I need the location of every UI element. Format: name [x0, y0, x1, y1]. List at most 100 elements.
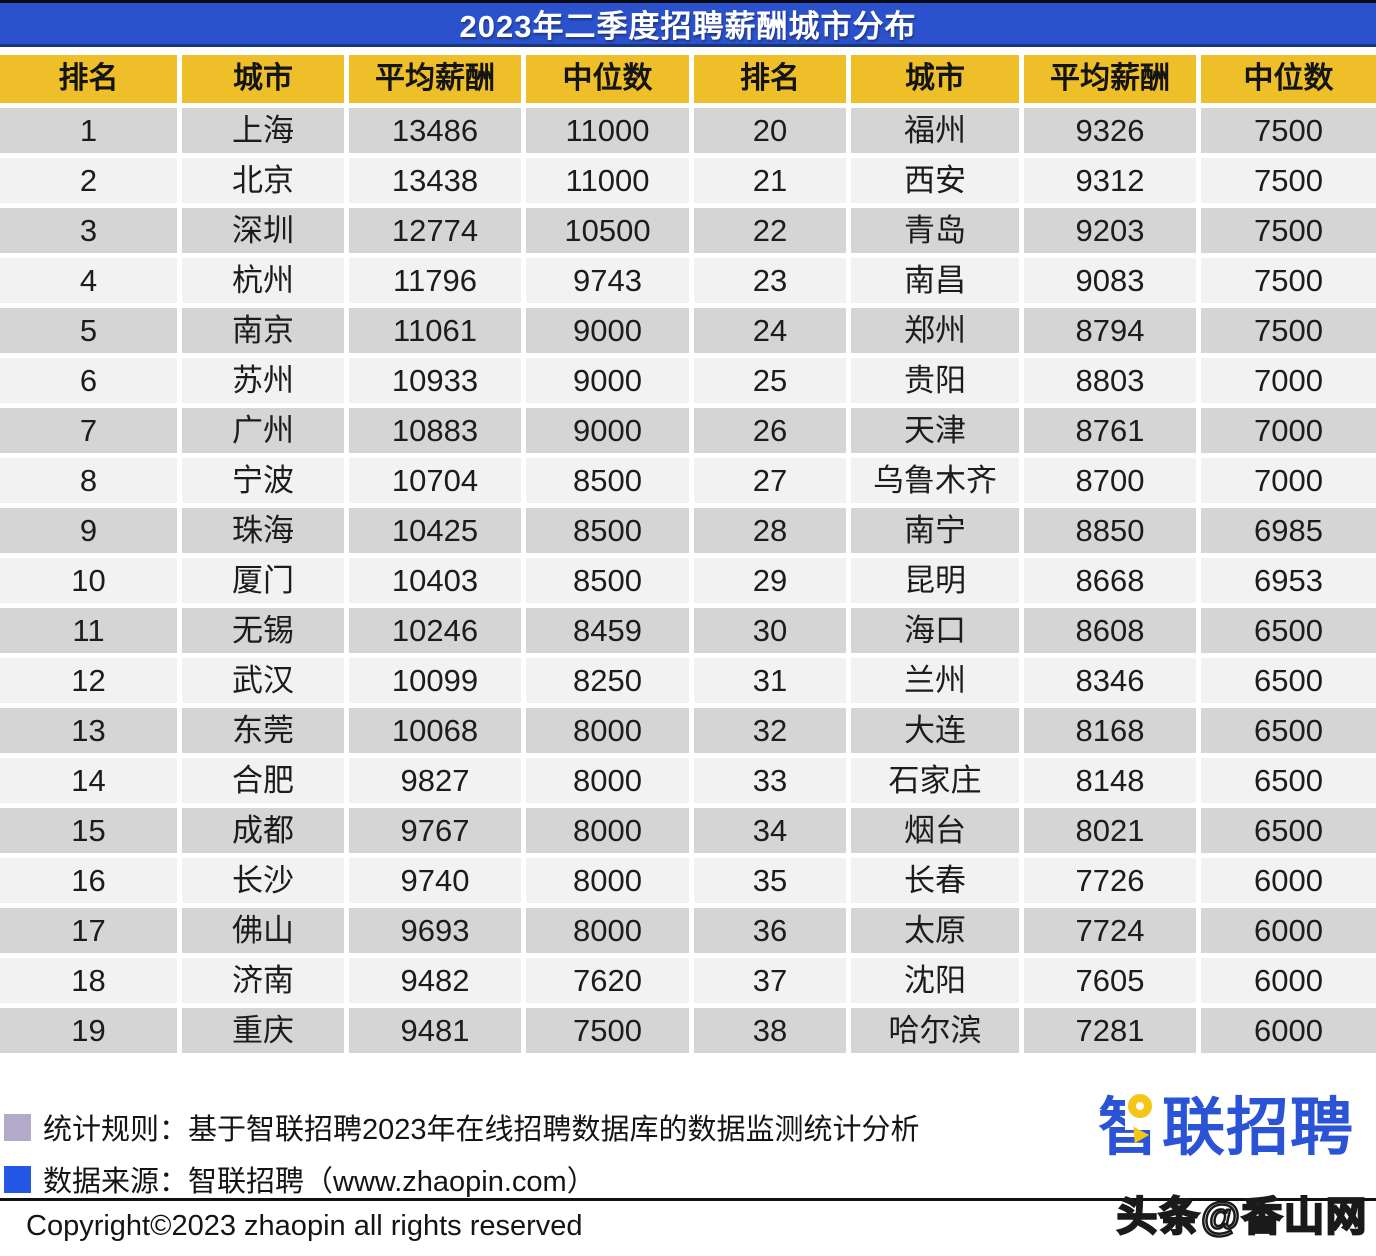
table-cell-rank: 11: [0, 608, 177, 653]
table-cell-rank: 31: [694, 658, 846, 703]
salary-table-grid: 排名 城市 平均薪酬 中位数 排名 城市 平均薪酬 中位数 1 上海 13486 11…: [0, 55, 1376, 1053]
table-cell-median: 7500: [1201, 208, 1376, 253]
table-cell-avg: 9326: [1024, 108, 1196, 153]
table-cell-city: 海口: [851, 608, 1019, 653]
table-cell-avg: 13438: [349, 158, 521, 203]
table-cell-rank: 10: [0, 558, 177, 603]
table-cell-rank: 9: [0, 508, 177, 553]
table-cell-median: 6500: [1201, 658, 1376, 703]
table-cell-avg: 10883: [349, 408, 521, 453]
table-cell-avg: 12774: [349, 208, 521, 253]
stats-rule-note: 统计规则：基于智联招聘2023年在线招聘数据库的数据监测统计分析: [4, 1106, 920, 1148]
table-cell-rank: 19: [0, 1008, 177, 1053]
table-cell-rank: 21: [694, 158, 846, 203]
table-cell-rank: 29: [694, 558, 846, 603]
table-cell-avg: 9083: [1024, 258, 1196, 303]
column-header-rank: 排名: [694, 55, 846, 103]
table-cell-city: 乌鲁木齐: [851, 458, 1019, 503]
table-cell-rank: 13: [0, 708, 177, 753]
table-cell-rank: 22: [694, 208, 846, 253]
table-cell-median: 9000: [526, 408, 689, 453]
table-cell-rank: 18: [0, 958, 177, 1003]
table-cell-city: 烟台: [851, 808, 1019, 853]
table-cell-median: 8000: [526, 858, 689, 903]
table-cell-city: 厦门: [182, 558, 344, 603]
table-cell-avg: 7724: [1024, 908, 1196, 953]
table-cell-median: 6953: [1201, 558, 1376, 603]
table-cell-median: 6500: [1201, 808, 1376, 853]
stats-rule-text: 统计规则：基于智联招聘2023年在线招聘数据库的数据监测统计分析: [43, 1114, 920, 1146]
table-cell-city: 合肥: [182, 758, 344, 803]
table-cell-avg: 9482: [349, 958, 521, 1003]
table-cell-avg: 13486: [349, 108, 521, 153]
table-cell-city: 福州: [851, 108, 1019, 153]
page-title: 2023年二季度招聘薪酬城市分布: [459, 9, 917, 44]
table-cell-city: 北京: [182, 158, 344, 203]
table-cell-avg: 10425: [349, 508, 521, 553]
table-cell-rank: 16: [0, 858, 177, 903]
table-cell-median: 9000: [526, 358, 689, 403]
table-cell-rank: 26: [694, 408, 846, 453]
table-cell-avg: 9693: [349, 908, 521, 953]
table-cell-city: 上海: [182, 108, 344, 153]
table-cell-avg: 8850: [1024, 508, 1196, 553]
table-cell-rank: 8: [0, 458, 177, 503]
table-cell-avg: 9827: [349, 758, 521, 803]
table-cell-city: 济南: [182, 958, 344, 1003]
table-cell-median: 9000: [526, 308, 689, 353]
table-cell-median: 7620: [526, 958, 689, 1003]
table-cell-rank: 7: [0, 408, 177, 453]
table-cell-avg: 9740: [349, 858, 521, 903]
table-cell-median: 11000: [526, 108, 689, 153]
table-cell-avg: 8148: [1024, 758, 1196, 803]
table-cell-city: 珠海: [182, 508, 344, 553]
footer-divider-line: [0, 1198, 1376, 1201]
table-cell-rank: 3: [0, 208, 177, 253]
table-cell-median: 7500: [1201, 258, 1376, 303]
table-cell-avg: 8021: [1024, 808, 1196, 853]
table-cell-median: 8500: [526, 558, 689, 603]
table-cell-city: 太原: [851, 908, 1019, 953]
location-pin-icon: [1128, 1094, 1152, 1118]
table-cell-rank: 20: [694, 108, 846, 153]
table-cell-avg: 11061: [349, 308, 521, 353]
table-cell-rank: 27: [694, 458, 846, 503]
copyright-text: Copyright©2023 zhaopin all rights reserv…: [26, 1210, 583, 1242]
table-cell-city: 杭州: [182, 258, 344, 303]
table-cell-avg: 7281: [1024, 1008, 1196, 1053]
top-border-line: [0, 0, 1376, 3]
table-cell-avg: 9481: [349, 1008, 521, 1053]
table-cell-city: 青岛: [851, 208, 1019, 253]
table-cell-avg: 8168: [1024, 708, 1196, 753]
table-cell-median: 8000: [526, 808, 689, 853]
table-cell-rank: 33: [694, 758, 846, 803]
table-cell-rank: 17: [0, 908, 177, 953]
table-cell-median: 6000: [1201, 1008, 1376, 1053]
table-cell-median: 10500: [526, 208, 689, 253]
table-cell-median: 7000: [1201, 458, 1376, 503]
column-header-median: 中位数: [526, 55, 689, 103]
table-cell-rank: 24: [694, 308, 846, 353]
table-cell-avg: 10704: [349, 458, 521, 503]
table-cell-city: 南昌: [851, 258, 1019, 303]
table-cell-rank: 12: [0, 658, 177, 703]
table-cell-rank: 38: [694, 1008, 846, 1053]
table-cell-rank: 37: [694, 958, 846, 1003]
table-cell-rank: 35: [694, 858, 846, 903]
table-cell-city: 佛山: [182, 908, 344, 953]
table-cell-city: 哈尔滨: [851, 1008, 1019, 1053]
table-cell-city: 无锡: [182, 608, 344, 653]
table-cell-city: 天津: [851, 408, 1019, 453]
source-bullet-icon: [4, 1165, 31, 1193]
table-cell-avg: 7726: [1024, 858, 1196, 903]
table-cell-avg: 8761: [1024, 408, 1196, 453]
zhaopin-logo: 智联招聘: [1098, 1093, 1354, 1163]
column-header-city: 城市: [851, 55, 1019, 103]
table-cell-city: 郑州: [851, 308, 1019, 353]
table-cell-city: 昆明: [851, 558, 1019, 603]
table-cell-median: 6000: [1201, 858, 1376, 903]
table-cell-avg: 10933: [349, 358, 521, 403]
table-cell-median: 6000: [1201, 908, 1376, 953]
table-cell-avg: 9767: [349, 808, 521, 853]
